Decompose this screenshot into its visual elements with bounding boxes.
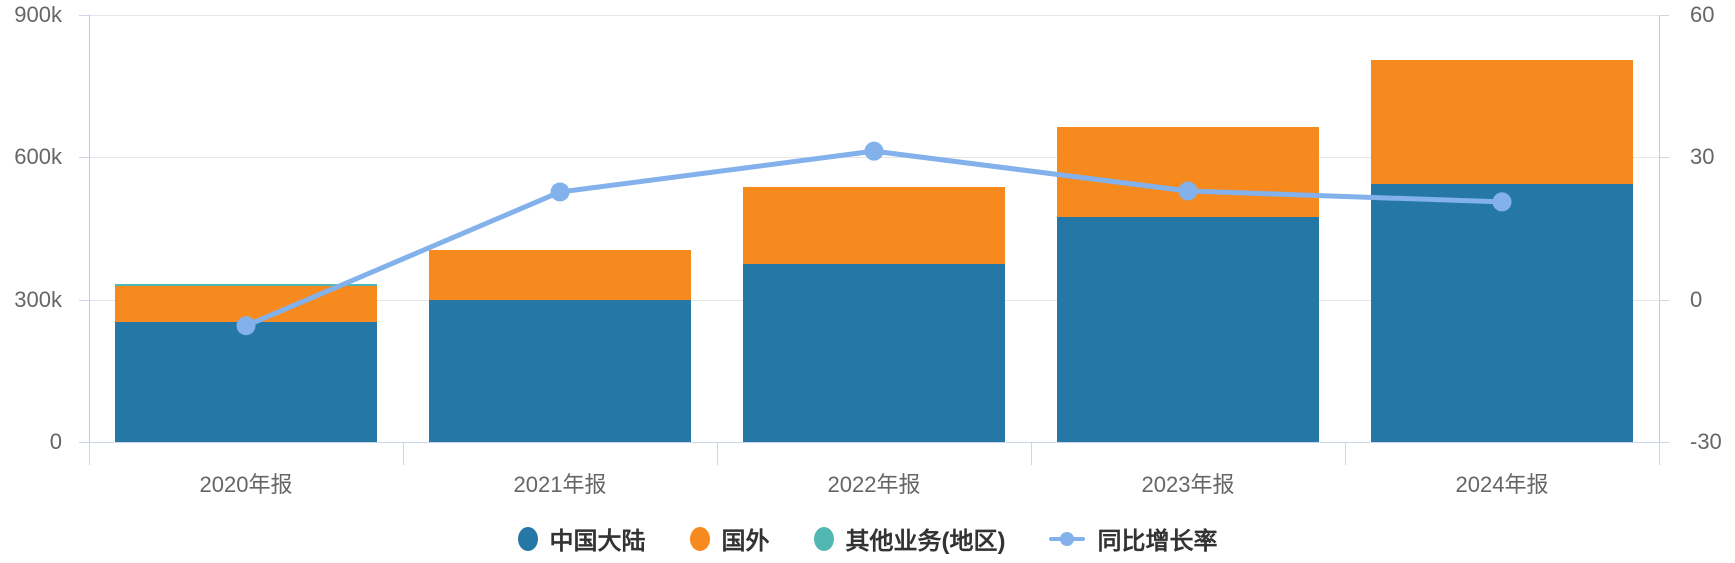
y-axis-left-label: 300k xyxy=(14,286,62,312)
y-axis-left-tick xyxy=(79,157,89,159)
y-axis-left-label: 900k xyxy=(14,2,62,27)
y-axis-left-tick xyxy=(79,442,89,443)
bar-segment-中国大陆 xyxy=(1371,183,1633,442)
bar-segment-其他业务(地区) xyxy=(115,284,377,286)
legend-label: 中国大陆 xyxy=(549,528,646,555)
legend-item-4[interactable]: 同比增长率 xyxy=(1049,521,1217,556)
x-axis-category-label: 2021年报 xyxy=(513,472,607,497)
bar-segment-国外 xyxy=(743,187,1005,265)
x-axis-tick xyxy=(89,442,90,465)
x-axis-category-label: 2023年报 xyxy=(1141,472,1235,497)
y-axis-left-label: 600k xyxy=(14,144,62,170)
bar-segment-中国大陆 xyxy=(1057,217,1319,442)
x-axis-category-label: 2022年报 xyxy=(827,472,921,497)
y-axis-right-tick xyxy=(1659,157,1669,159)
legend-label: 同比增长率 xyxy=(1097,528,1218,555)
x-axis-tick xyxy=(1031,442,1032,465)
x-axis-tick xyxy=(403,442,404,465)
plot-border-right xyxy=(1659,15,1660,442)
y-axis-left-label: 0 xyxy=(49,429,62,454)
growth-line-point xyxy=(1178,181,1198,201)
x-axis-line xyxy=(89,442,1660,443)
growth-line-point xyxy=(550,182,570,202)
growth-line-point xyxy=(864,141,884,161)
legend: 中国大陆 国外 其他业务(地区) 同比增长率 xyxy=(0,521,1735,556)
y-axis-right-label: -30 xyxy=(1690,429,1722,454)
legend-item-2[interactable]: 国外 xyxy=(689,521,770,556)
bar-segment-国外 xyxy=(429,250,691,300)
legend-marker-circle-icon xyxy=(813,526,834,551)
y-axis-right-tick xyxy=(1659,15,1669,16)
growth-line-point xyxy=(236,316,256,336)
y-axis-right-tick xyxy=(1659,299,1669,301)
legend-item-3[interactable]: 其他业务(地区) xyxy=(813,521,1006,556)
y-axis-left-tick xyxy=(79,15,89,16)
y-axis-left-tick xyxy=(79,299,89,301)
legend-marker-circle-icon xyxy=(689,526,710,551)
growth-line-point xyxy=(1492,192,1512,212)
y-axis-right-label: 60 xyxy=(1690,2,1715,27)
bar-segment-中国大陆 xyxy=(429,299,691,442)
x-axis-tick xyxy=(717,442,718,465)
legend-marker-circle-icon xyxy=(517,526,538,551)
bar-segment-国外 xyxy=(1057,126,1319,218)
y-axis-right-label: 0 xyxy=(1690,286,1703,312)
bar-segment-国外 xyxy=(115,285,377,322)
gridline xyxy=(89,15,1659,16)
legend-label: 其他业务(地区) xyxy=(845,528,1006,555)
bar-segment-国外 xyxy=(1371,59,1633,184)
growth-line-series xyxy=(236,141,1512,336)
x-axis-category-label: 2024年报 xyxy=(1455,472,1549,497)
x-axis-category-label: 2020年报 xyxy=(199,472,293,497)
legend-label: 国外 xyxy=(721,528,770,555)
x-axis-tick xyxy=(1345,442,1346,465)
growth-line xyxy=(243,148,1505,329)
plot-border-left xyxy=(89,15,90,442)
bar-segment-中国大陆 xyxy=(743,264,1005,442)
y-axis-right-tick xyxy=(1659,442,1669,443)
y-axis-right-label: 30 xyxy=(1690,144,1715,170)
x-axis-tick xyxy=(1659,442,1660,465)
bar-segment-中国大陆 xyxy=(115,321,377,442)
legend-marker-line-dot-icon xyxy=(1049,527,1086,551)
legend-item-1[interactable]: 中国大陆 xyxy=(517,521,646,556)
